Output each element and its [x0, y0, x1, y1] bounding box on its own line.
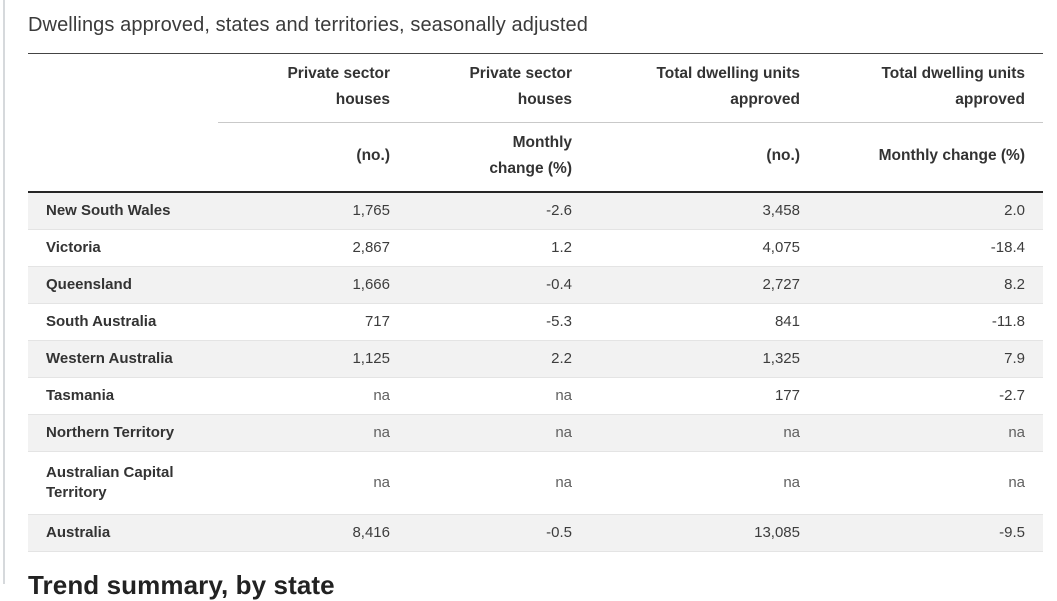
row-label: Tasmania [28, 378, 218, 415]
cell: na [408, 378, 590, 415]
table-row: Western Australia 1,125 2.2 1,325 7.9 [28, 341, 1043, 378]
cell: -11.8 [818, 304, 1043, 341]
cell: na [408, 452, 590, 515]
table-row: New South Wales 1,765 -2.6 3,458 2.0 [28, 192, 1043, 230]
cell: 1,666 [218, 267, 408, 304]
table-row: Victoria 2,867 1.2 4,075 -18.4 [28, 230, 1043, 267]
cell: 717 [218, 304, 408, 341]
row-label: Western Australia [28, 341, 218, 378]
row-label: Australia [28, 515, 218, 552]
table-row: South Australia 717 -5.3 841 -11.8 [28, 304, 1043, 341]
row-label: Queensland [28, 267, 218, 304]
cell: na [818, 452, 1043, 515]
cell: 2,867 [218, 230, 408, 267]
table-row: Northern Territory na na na na [28, 415, 1043, 452]
row-label: South Australia [28, 304, 218, 341]
cell: -2.6 [408, 192, 590, 230]
col-unit-no-2: (no.) [590, 123, 818, 193]
col-group-total-units-pct: Total dwelling units approved [818, 54, 1043, 123]
cell: na [218, 452, 408, 515]
stub-header [28, 123, 218, 193]
table-row: Australia 8,416 -0.5 13,085 -9.5 [28, 515, 1043, 552]
page-left-edge [3, 0, 5, 584]
cell: 1.2 [408, 230, 590, 267]
cell: 3,458 [590, 192, 818, 230]
cell: -0.4 [408, 267, 590, 304]
table-row: Tasmania na na 177 -2.7 [28, 378, 1043, 415]
row-label: Victoria [28, 230, 218, 267]
stub-header [28, 54, 218, 123]
cell: na [218, 378, 408, 415]
next-section-heading: Trend summary, by state [28, 569, 1043, 601]
cell: -9.5 [818, 515, 1043, 552]
table-row: Queensland 1,666 -0.4 2,727 8.2 [28, 267, 1043, 304]
dwellings-approved-table: Private sector houses Private sector hou… [28, 53, 1043, 552]
col-group-total-units-no: Total dwelling units approved [590, 54, 818, 123]
cell: 8,416 [218, 515, 408, 552]
cell: 2,727 [590, 267, 818, 304]
cell: na [818, 415, 1043, 452]
table-group-header-row: Private sector houses Private sector hou… [28, 54, 1043, 123]
table-unit-header-row: (no.) Monthly change (%) (no.) Monthly c… [28, 123, 1043, 193]
cell: -18.4 [818, 230, 1043, 267]
cell: -5.3 [408, 304, 590, 341]
col-unit-no-1: (no.) [218, 123, 408, 193]
cell: 1,765 [218, 192, 408, 230]
cell: 177 [590, 378, 818, 415]
cell: 841 [590, 304, 818, 341]
cell: 8.2 [818, 267, 1043, 304]
col-unit-pct-2: Monthly change (%) [818, 123, 1043, 193]
main-content: Dwellings approved, states and territori… [28, 0, 1043, 601]
cell: -0.5 [408, 515, 590, 552]
col-group-private-houses-pct: Private sector houses [408, 54, 590, 123]
cell: 2.2 [408, 341, 590, 378]
table-row: Australian Capital Territory na na na na [28, 452, 1043, 515]
page-title: Dwellings approved, states and territori… [28, 0, 1043, 53]
cell: na [218, 415, 408, 452]
cell: 1,125 [218, 341, 408, 378]
col-group-private-houses-no: Private sector houses [218, 54, 408, 123]
cell: 1,325 [590, 341, 818, 378]
cell: na [590, 415, 818, 452]
cell: 2.0 [818, 192, 1043, 230]
row-label: Northern Territory [28, 415, 218, 452]
col-unit-pct-1: Monthly change (%) [408, 123, 590, 193]
row-label: New South Wales [28, 192, 218, 230]
row-label: Australian Capital Territory [28, 452, 218, 515]
cell: na [590, 452, 818, 515]
cell: 7.9 [818, 341, 1043, 378]
cell: na [408, 415, 590, 452]
cell: 13,085 [590, 515, 818, 552]
cell: 4,075 [590, 230, 818, 267]
cell: -2.7 [818, 378, 1043, 415]
col-unit-pct-1-label: Monthly change (%) [472, 130, 572, 182]
